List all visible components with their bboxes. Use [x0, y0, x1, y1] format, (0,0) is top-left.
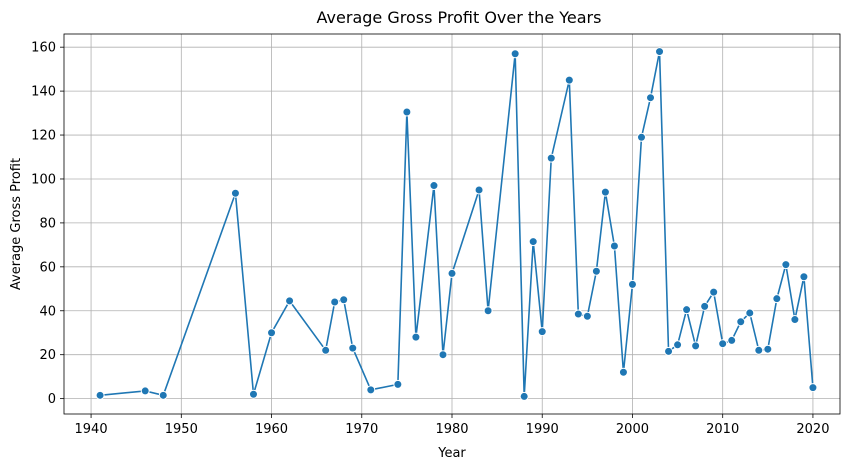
y-tick-label: 120 [31, 129, 56, 144]
data-point [736, 317, 746, 327]
data-point [285, 296, 295, 306]
x-tick-label: 2010 [706, 422, 739, 437]
x-tick-label: 1940 [75, 422, 108, 437]
data-point [627, 279, 637, 289]
data-series [95, 47, 818, 401]
data-point [564, 75, 574, 85]
x-tick-label: 2020 [796, 422, 829, 437]
chart-title: Average Gross Profit Over the Years [317, 8, 602, 27]
y-tick-label: 60 [39, 260, 56, 275]
data-point [267, 328, 277, 338]
y-tick-label: 80 [39, 216, 56, 231]
y-tick-label: 0 [48, 392, 56, 407]
y-tick-label: 20 [39, 348, 56, 363]
data-point [537, 327, 547, 337]
data-point [339, 295, 349, 305]
data-point [636, 132, 646, 142]
data-point [321, 345, 331, 355]
data-point [609, 241, 619, 251]
plot-frame [63, 33, 841, 415]
y-axis-label: Average Gross Profit [9, 158, 24, 290]
data-point [158, 390, 168, 400]
y-tick-label: 100 [31, 172, 56, 187]
y-tick-label: 160 [31, 41, 56, 56]
x-tick-label: 2000 [616, 422, 649, 437]
data-point [745, 308, 755, 318]
grid [64, 34, 840, 414]
x-tick-label: 1990 [526, 422, 559, 437]
data-point [655, 47, 665, 57]
series-line [100, 51, 814, 397]
data-point [618, 367, 628, 377]
data-point [582, 311, 592, 321]
data-point [700, 301, 710, 311]
data-point [140, 386, 150, 396]
data-point [646, 93, 656, 103]
data-point [474, 185, 484, 195]
data-point [447, 268, 457, 278]
data-point [348, 343, 358, 353]
data-point [230, 188, 240, 198]
data-point [519, 391, 529, 401]
x-axis-label: Year [437, 446, 466, 461]
x-tick-label: 1950 [165, 422, 198, 437]
y-tick-label: 140 [31, 85, 56, 100]
data-point [709, 287, 719, 297]
data-point [691, 341, 701, 351]
data-point [573, 309, 583, 319]
y-tick-label: 40 [39, 304, 56, 319]
data-point [248, 389, 258, 399]
data-point [411, 332, 421, 342]
data-point [393, 379, 403, 389]
data-point [799, 272, 809, 282]
data-point [790, 315, 800, 325]
data-point [754, 345, 764, 355]
data-point [763, 344, 773, 354]
data-point [429, 181, 439, 191]
x-tick-label: 1970 [345, 422, 378, 437]
data-point [673, 340, 683, 350]
data-point [727, 335, 737, 345]
data-point [483, 306, 493, 316]
data-point [330, 297, 340, 307]
data-point [772, 294, 782, 304]
data-point [664, 346, 674, 356]
data-point [546, 153, 556, 163]
tick-labels: 1940 1950 1960 1970 1980 1990 2000 2010 2020 0 20 4… [31, 41, 829, 437]
data-point [402, 107, 412, 117]
data-point [366, 385, 376, 395]
data-point [682, 305, 692, 315]
data-point [781, 260, 791, 270]
data-point [591, 266, 601, 276]
data-point [600, 187, 610, 197]
x-tick-label: 1960 [255, 422, 288, 437]
data-point [718, 339, 728, 349]
x-tick-label: 1980 [435, 422, 468, 437]
data-point [510, 49, 520, 59]
data-point [438, 350, 448, 360]
data-point [95, 390, 105, 400]
data-point [808, 383, 818, 393]
data-point [528, 237, 538, 247]
